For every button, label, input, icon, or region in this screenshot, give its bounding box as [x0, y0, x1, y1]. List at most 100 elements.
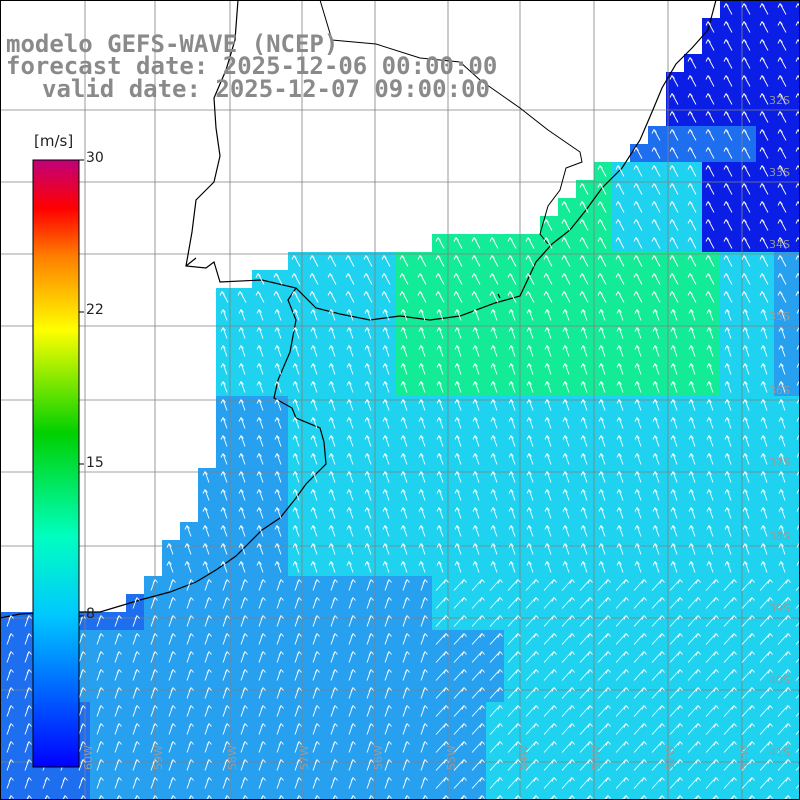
wind-arrow [471, 759, 485, 771]
wave-cell [792, 90, 800, 109]
wind-arrow [420, 651, 428, 663]
wind-arrow [24, 759, 32, 771]
wind-arrow [723, 687, 737, 699]
wind-arrow [132, 633, 140, 645]
wind-arrow [489, 741, 503, 753]
wind-arrow [723, 723, 737, 735]
wind-arrow [489, 255, 499, 267]
wave-cell [792, 234, 800, 253]
wind-arrow [724, 525, 732, 537]
wind-arrow [168, 687, 176, 699]
wind-arrow [651, 255, 661, 267]
wind-arrow [274, 489, 282, 501]
wind-arrow [688, 381, 696, 393]
wave-cell [684, 792, 703, 800]
wave-cell [648, 792, 667, 800]
wind-arrow [526, 543, 534, 555]
wind-arrow [364, 561, 372, 573]
wind-arrow [652, 453, 660, 465]
wind-arrow [222, 597, 230, 609]
wind-arrow [453, 687, 467, 699]
wind-arrow [562, 453, 570, 465]
wind-arrow [705, 651, 719, 663]
wind-arrow [795, 711, 800, 717]
wind-arrow [759, 615, 773, 627]
wind-arrow [291, 255, 301, 267]
wind-arrow [96, 651, 104, 663]
wind-arrow [291, 291, 301, 303]
wind-arrow [561, 705, 575, 717]
wind-arrow [544, 345, 552, 357]
wind-arrow [274, 435, 282, 447]
wind-arrow [651, 291, 661, 303]
wind-arrow [579, 687, 593, 699]
wave-cell [612, 792, 631, 800]
wind-arrow [670, 381, 678, 393]
wind-arrow [238, 309, 246, 321]
wind-arrow [382, 471, 390, 483]
wind-arrow [669, 723, 683, 735]
wave-cell [36, 792, 55, 800]
wind-arrow [615, 597, 629, 609]
wind-arrow [435, 579, 449, 591]
wind-arrow [760, 345, 768, 357]
wave-cell [792, 630, 800, 649]
latitude-label: 35S [769, 310, 790, 323]
wind-arrow [96, 615, 104, 627]
wind-arrow [651, 579, 665, 591]
wind-arrow [579, 201, 589, 213]
wind-arrow [741, 651, 755, 663]
wave-cell [792, 738, 800, 757]
wind-arrow [778, 417, 786, 429]
wind-arrow [705, 273, 715, 285]
wind-arrow [705, 291, 715, 303]
wind-arrow [706, 327, 714, 339]
wind-arrow [471, 651, 485, 663]
wind-arrow [705, 615, 719, 627]
wind-arrow [633, 291, 643, 303]
wind-arrow [42, 777, 50, 789]
wind-arrow [651, 777, 665, 789]
wind-arrow [526, 363, 534, 375]
wind-arrow [543, 219, 553, 231]
wind-arrow [44, 795, 50, 800]
wind-arrow [508, 507, 516, 519]
wind-arrow [258, 651, 266, 663]
wind-arrow [310, 381, 318, 393]
wind-arrow [615, 273, 625, 285]
wind-arrow [687, 291, 697, 303]
wind-arrow [240, 579, 248, 591]
wind-arrow [489, 669, 503, 681]
wind-arrow [598, 543, 606, 555]
wind-arrow [168, 705, 176, 717]
wind-arrow [615, 687, 629, 699]
wave-cell [342, 792, 361, 800]
wind-arrow [328, 453, 336, 465]
wind-arrow [723, 183, 733, 195]
wind-arrow [24, 741, 32, 753]
wind-arrow [435, 651, 449, 663]
wind-arrow [723, 777, 737, 789]
wind-arrow [688, 507, 696, 519]
wind-arrow [759, 93, 769, 105]
wind-arrow [669, 237, 679, 249]
wind-arrow [544, 435, 552, 447]
wind-arrow [652, 471, 660, 483]
wind-arrow [741, 201, 751, 213]
wind-arrow [723, 615, 737, 627]
wind-arrow [435, 291, 445, 303]
wind-arrow [760, 507, 768, 519]
wind-arrow [420, 705, 428, 717]
wind-arrow [472, 399, 480, 411]
wind-arrow [238, 363, 246, 375]
longitude-label: 54W [517, 745, 530, 770]
wind-arrow [742, 525, 750, 537]
wind-arrow [777, 687, 791, 699]
wind-arrow [561, 687, 575, 699]
wind-arrow [204, 741, 212, 753]
wind-arrow [705, 201, 715, 213]
wind-arrow [471, 741, 485, 753]
wind-arrow [219, 291, 229, 303]
wind-arrow [580, 489, 588, 501]
wave-cell [558, 792, 577, 800]
